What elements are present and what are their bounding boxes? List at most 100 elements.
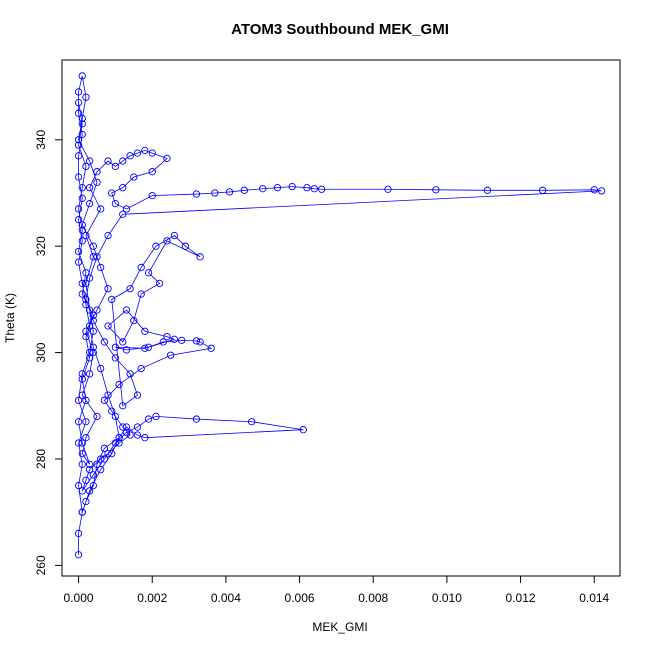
data-point — [133, 149, 142, 157]
data-point — [82, 434, 90, 442]
data-point — [111, 162, 120, 171]
data-point — [196, 253, 204, 261]
x-axis: 0.000 0.002 0.004 0.006 0.008 0.010 0.012 0.014 — [64, 575, 610, 605]
data-point — [100, 455, 109, 463]
data-point — [97, 263, 105, 272]
data-point — [74, 88, 83, 96]
x-tick-label: 0.014 — [579, 591, 609, 605]
data-point — [85, 487, 94, 495]
data-point — [85, 157, 94, 165]
data-point — [74, 98, 83, 107]
data-point — [133, 431, 142, 439]
data-point — [78, 439, 86, 447]
data-point — [82, 418, 90, 426]
data-point — [100, 338, 109, 346]
data-point — [97, 364, 105, 373]
data-point — [310, 185, 318, 193]
data-point — [137, 364, 145, 373]
data-point — [130, 173, 138, 181]
data-point — [85, 274, 94, 282]
data-point — [181, 242, 190, 250]
data-point — [82, 162, 90, 171]
x-tick-label: 0.010 — [432, 591, 462, 605]
data-point — [89, 481, 97, 490]
data-point — [148, 168, 156, 176]
data-point — [93, 253, 101, 261]
data-point — [82, 497, 90, 506]
data-point — [78, 194, 86, 202]
data-point — [85, 199, 94, 208]
data-point — [597, 187, 606, 195]
data-point — [97, 465, 105, 474]
data-point — [100, 396, 109, 405]
data-point — [163, 154, 171, 163]
data-point — [152, 412, 160, 421]
data-point — [82, 301, 90, 309]
data-point — [89, 343, 97, 351]
data-point — [259, 185, 267, 193]
plot-area — [74, 72, 606, 559]
x-tick-label: 0.006 — [285, 591, 315, 605]
data-point — [248, 418, 256, 426]
data-point — [170, 335, 178, 343]
y-tick-label: 280 — [34, 449, 48, 469]
data-point — [82, 93, 90, 101]
data-point — [178, 336, 186, 344]
data-point — [74, 247, 83, 256]
data-point — [82, 476, 90, 484]
data-point — [303, 184, 311, 192]
data-point — [299, 426, 307, 434]
data-point — [78, 184, 86, 192]
data-point — [122, 423, 131, 431]
data-point — [141, 344, 149, 352]
data-point — [85, 465, 94, 474]
x-tick-label: 0.004 — [211, 591, 241, 605]
data-point — [93, 306, 101, 314]
data-point — [74, 173, 83, 181]
data-point — [89, 311, 97, 319]
data-point — [144, 269, 153, 277]
data-point — [122, 428, 131, 437]
x-tick-label: 0.002 — [137, 591, 167, 605]
data-point — [74, 152, 83, 160]
data-point — [82, 269, 90, 277]
data-point — [166, 351, 175, 359]
data-point — [122, 306, 131, 314]
data-point — [85, 184, 94, 192]
y-tick-label: 300 — [34, 342, 48, 362]
data-point — [225, 188, 234, 196]
data-point — [148, 149, 156, 157]
data-point — [126, 152, 134, 160]
data-point — [122, 205, 131, 213]
data-point — [119, 157, 127, 165]
data-point — [119, 338, 127, 346]
data-point — [170, 231, 178, 240]
data-point — [74, 215, 83, 224]
data-point — [104, 391, 112, 399]
data-point — [85, 322, 94, 330]
data-point — [74, 418, 83, 426]
data-point — [240, 186, 248, 194]
y-tick-label: 260 — [34, 555, 48, 575]
data-point — [78, 290, 86, 298]
data-point — [74, 481, 83, 490]
data-point — [111, 439, 120, 447]
data-point — [85, 460, 94, 468]
data-point — [74, 551, 83, 559]
data-point — [78, 449, 86, 458]
data-point — [111, 343, 120, 351]
data-point — [85, 370, 94, 378]
data-point — [111, 412, 120, 421]
data-point — [82, 295, 90, 304]
data-point — [82, 396, 90, 405]
data-point — [78, 279, 86, 288]
data-point — [78, 130, 86, 139]
data-point — [74, 396, 83, 405]
x-tick-label: 0.012 — [506, 591, 536, 605]
data-point — [141, 434, 149, 442]
data-point — [108, 189, 116, 197]
data-point — [273, 184, 282, 192]
data-point — [74, 258, 83, 266]
data-point — [122, 346, 131, 354]
